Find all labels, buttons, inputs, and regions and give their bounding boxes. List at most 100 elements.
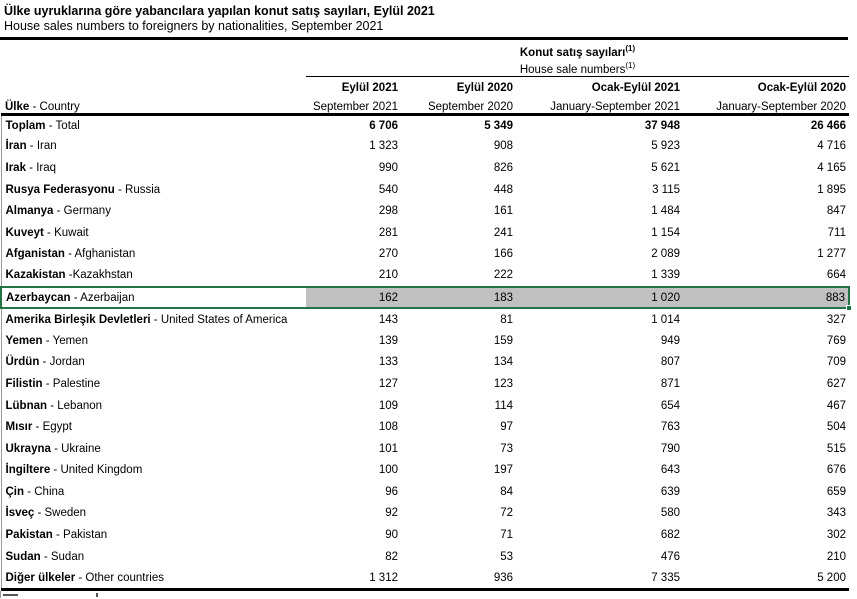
value-cell-jansep2021[interactable]: 763 — [660, 421, 680, 434]
value-cell-jansep2021[interactable]: 2 089 — [651, 248, 680, 261]
table-row[interactable]: Çin - China 96 84 639 659 — [0, 481, 849, 503]
value-cell-jansep2020[interactable]: 467 — [826, 399, 846, 412]
value-cell-sep2020[interactable]: 71 — [500, 529, 513, 542]
value-cell-sep2021[interactable]: 108 — [378, 421, 398, 434]
value-cell-jansep2021[interactable]: 1 154 — [651, 226, 680, 239]
value-cell-sep2021[interactable]: 298 — [378, 205, 398, 218]
value-cell-jansep2020[interactable]: 883 — [683, 285, 852, 312]
country-cell[interactable]: Ürdün - Jordan — [0, 351, 306, 374]
table-row[interactable]: Ukrayna - Ukraine 101 73 790 515 — [0, 437, 849, 460]
value-cell-jansep2021[interactable]: 654 — [660, 399, 680, 412]
value-cell-sep2020[interactable]: 97 — [500, 421, 513, 434]
value-cell-jansep2020[interactable]: 1 895 — [817, 183, 846, 196]
table-row[interactable]: Lübnan - Lebanon 109 114 654 467 — [0, 394, 849, 417]
country-cell[interactable]: Rusya Federasyonu - Russia — [0, 178, 306, 201]
country-cell[interactable]: Almanya - Germany — [0, 200, 306, 222]
value-cell-jansep2021[interactable]: 1 339 — [651, 269, 680, 282]
value-cell-sep2020[interactable]: 5 349 — [484, 119, 513, 132]
value-cell-sep2020[interactable]: 936 — [401, 567, 516, 591]
value-cell-jansep2021[interactable]: 790 — [660, 442, 680, 455]
value-cell-jansep2020[interactable]: 709 — [826, 356, 846, 369]
value-cell-sep2020[interactable]: 53 — [500, 550, 513, 563]
value-cell-sep2021[interactable]: 92 — [385, 507, 398, 520]
value-cell-jansep2020[interactable]: 5 200 — [683, 567, 849, 591]
value-cell-jansep2021[interactable]: 949 — [660, 334, 680, 347]
country-cell[interactable]: Lübnan - Lebanon — [0, 394, 306, 417]
value-cell-sep2021[interactable]: 82 — [385, 550, 398, 563]
table-row[interactable]: Kuveyt - Kuwait 281 241 1 154 711 — [0, 221, 849, 244]
value-cell-jansep2020[interactable]: 504 — [826, 421, 846, 434]
value-cell-sep2020[interactable]: 159 — [493, 334, 513, 347]
table-row[interactable]: İsveç - Sweden 92 72 580 343 — [0, 502, 849, 525]
value-cell-jansep2020[interactable]: 4 716 — [817, 140, 846, 153]
value-cell-jansep2021[interactable]: 682 — [660, 529, 680, 542]
value-cell-sep2021[interactable]: 101 — [378, 442, 398, 455]
value-cell-jansep2020[interactable]: 847 — [826, 205, 846, 218]
table-row[interactable]: Irak - Iraq 990 826 5 621 4 165 — [0, 157, 849, 179]
value-cell-jansep2020[interactable]: 327 — [826, 313, 846, 326]
value-cell-sep2021[interactable]: 540 — [378, 183, 398, 196]
country-cell[interactable]: İngiltere - United Kingdom — [0, 459, 306, 482]
country-cell[interactable]: Toplam - Total — [0, 114, 306, 136]
value-cell-jansep2021[interactable]: 643 — [660, 464, 680, 477]
value-cell-jansep2020[interactable]: 664 — [826, 269, 846, 282]
value-cell-sep2020[interactable]: 123 — [493, 377, 513, 390]
value-cell-jansep2021[interactable]: 639 — [660, 485, 680, 498]
value-cell-sep2020[interactable]: 241 — [493, 226, 513, 239]
country-cell[interactable]: Sudan - Sudan — [0, 545, 306, 568]
value-cell-sep2020[interactable]: 222 — [493, 269, 513, 282]
value-cell-jansep2020[interactable]: 1 277 — [817, 248, 846, 261]
value-cell-jansep2020[interactable]: 343 — [826, 507, 846, 520]
table-row[interactable]: Kazakistan -Kazakhstan 210 222 1 339 664 — [0, 265, 849, 287]
value-cell-jansep2021[interactable]: 1 014 — [651, 313, 680, 326]
value-cell-sep2020[interactable]: 73 — [500, 442, 513, 455]
value-cell-jansep2020[interactable]: 515 — [826, 442, 846, 455]
value-cell-jansep2020[interactable]: 210 — [826, 550, 846, 563]
table-row[interactable]: Mısır - Egypt 108 97 763 504 — [0, 416, 849, 438]
country-cell[interactable]: Pakistan - Pakistan — [0, 524, 306, 546]
table-row[interactable]: Afganistan - Afghanistan 270 166 2 089 1… — [0, 243, 849, 266]
country-cell[interactable]: Filistin - Palestine — [0, 373, 306, 395]
table-row[interactable]: Almanya - Germany 298 161 1 484 847 — [0, 200, 849, 222]
table-row[interactable]: Rusya Federasyonu - Russia 540 448 3 115… — [0, 178, 849, 201]
value-cell-sep2020[interactable]: 166 — [493, 248, 513, 261]
table-row[interactable]: Pakistan - Pakistan 90 71 682 302 — [0, 524, 849, 546]
value-cell-sep2020[interactable]: 72 — [500, 507, 513, 520]
value-cell-jansep2021[interactable]: 5 621 — [651, 161, 680, 174]
table-row[interactable]: Filistin - Palestine 127 123 871 627 — [0, 373, 849, 395]
country-cell[interactable]: Ukrayna - Ukraine — [0, 437, 306, 460]
value-cell-sep2021[interactable]: 1 323 — [369, 140, 398, 153]
table-row[interactable]: Toplam - Total 6 706 5 349 37 948 26 466 — [0, 114, 849, 136]
value-cell-jansep2020[interactable]: 627 — [826, 377, 846, 390]
value-cell-sep2021[interactable]: 281 — [378, 226, 398, 239]
value-cell-sep2020[interactable]: 161 — [493, 205, 513, 218]
value-cell-sep2020[interactable]: 908 — [493, 140, 513, 153]
value-cell-sep2020[interactable]: 448 — [493, 183, 513, 196]
country-cell[interactable]: Diğer ülkeler - Other countries — [0, 567, 306, 591]
value-cell-jansep2021[interactable]: 807 — [660, 356, 680, 369]
value-cell-sep2021[interactable]: 990 — [378, 161, 398, 174]
value-cell-sep2021[interactable]: 6 706 — [369, 119, 398, 132]
value-cell-jansep2021[interactable]: 3 115 — [652, 183, 680, 196]
value-cell-sep2020[interactable]: 114 — [494, 399, 513, 412]
value-cell-jansep2021[interactable]: 1 484 — [651, 205, 680, 218]
value-cell-jansep2020[interactable]: 711 — [827, 226, 846, 239]
selection-fill-handle[interactable] — [846, 305, 852, 312]
value-cell-sep2020[interactable]: 183 — [401, 285, 516, 310]
value-cell-jansep2021[interactable]: 1 020 — [516, 285, 683, 310]
country-cell[interactable]: Yemen - Yemen — [0, 329, 306, 352]
value-cell-jansep2020[interactable]: 302 — [826, 529, 846, 542]
value-cell-sep2021[interactable]: 133 — [378, 356, 398, 369]
value-cell-sep2021[interactable]: 127 — [378, 377, 398, 390]
table-row[interactable]: İran - Iran 1 323 908 5 923 4 716 — [0, 135, 849, 158]
country-cell[interactable]: Kuveyt - Kuwait — [0, 221, 306, 244]
value-cell-jansep2021[interactable]: 7 335 — [516, 567, 683, 591]
value-cell-jansep2020[interactable]: 659 — [826, 485, 846, 498]
value-cell-jansep2020[interactable]: 26 466 — [810, 119, 846, 132]
value-cell-sep2021[interactable]: 139 — [378, 334, 398, 347]
table-row[interactable]: Sudan - Sudan 82 53 476 210 — [0, 545, 849, 568]
country-cell[interactable]: Çin - China — [0, 481, 306, 503]
country-cell[interactable]: Mısır - Egypt — [0, 416, 306, 438]
country-cell[interactable]: İsveç - Sweden — [0, 502, 306, 525]
value-cell-jansep2020[interactable]: 676 — [826, 464, 846, 477]
